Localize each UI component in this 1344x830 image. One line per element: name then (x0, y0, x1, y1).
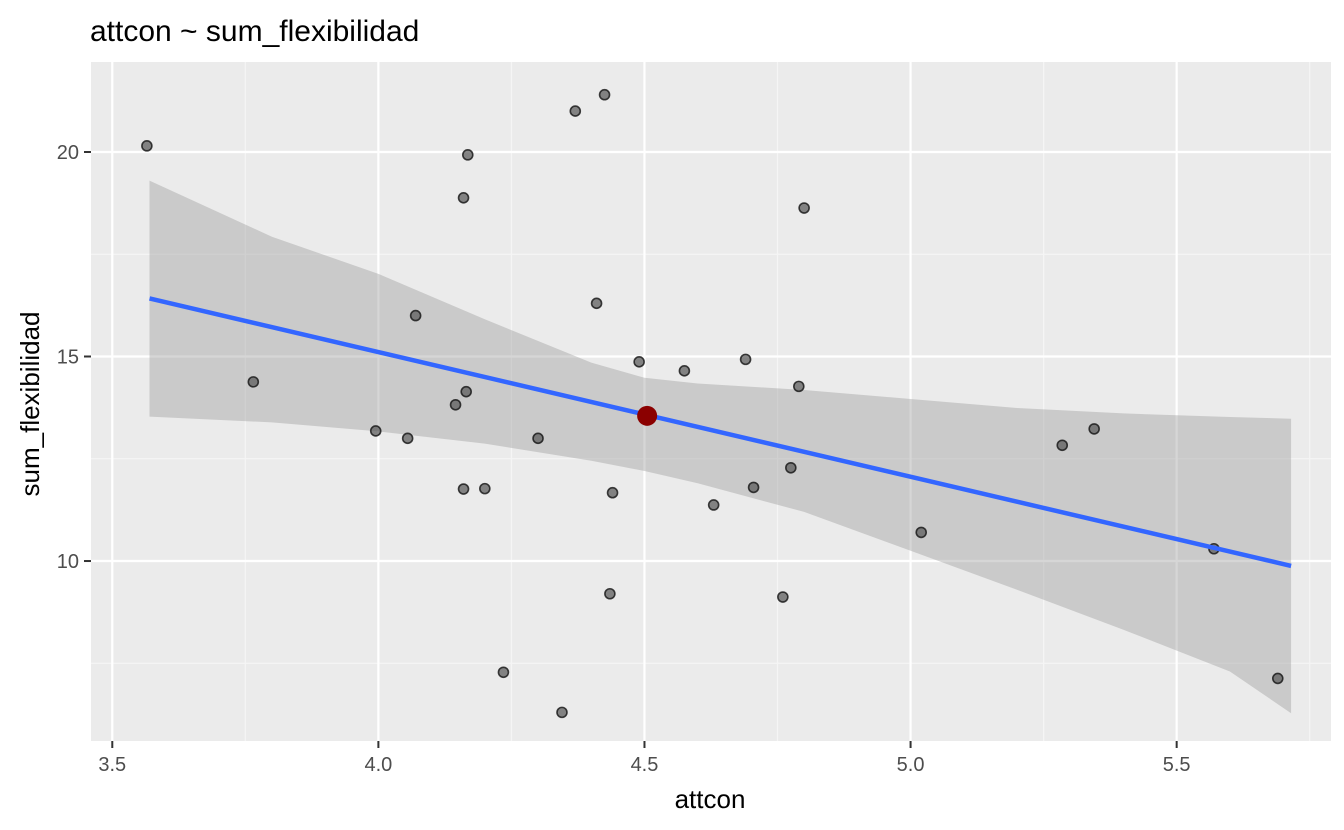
x-tick-label: 4.5 (631, 754, 659, 776)
data-point (777, 591, 789, 603)
y-tick-label: 15 (57, 347, 79, 369)
data-point (798, 202, 810, 214)
data-point (569, 105, 582, 117)
x-axis-ticks: 3.5 4.0 4.5 5.0 5.5 (98, 741, 1191, 776)
data-points (141, 88, 1284, 719)
x-axis-title: attcon (675, 784, 746, 814)
data-point (369, 425, 382, 437)
mean-point (637, 405, 658, 426)
data-point (633, 356, 645, 368)
data-point (785, 461, 797, 474)
data-point (461, 149, 474, 161)
major-gridlines (91, 62, 1331, 741)
minor-gridlines (91, 62, 1331, 741)
plot-panel (91, 62, 1331, 741)
data-point (793, 380, 805, 393)
data-point (497, 666, 510, 679)
confidence-band (149, 180, 1292, 714)
data-point (532, 432, 544, 445)
data-point (457, 192, 470, 204)
data-point (1088, 423, 1100, 435)
y-axis-title: sum_flexibilidad (15, 312, 45, 497)
data-point (590, 297, 603, 310)
data-point (1056, 439, 1069, 452)
data-point (409, 309, 422, 322)
data-point (141, 140, 153, 152)
data-point (915, 526, 928, 539)
data-point (606, 486, 619, 499)
data-point (678, 365, 691, 377)
data-point (247, 376, 260, 388)
data-point (460, 385, 472, 398)
x-tick-label: 3.5 (98, 754, 126, 776)
x-tick-label: 4.0 (364, 754, 392, 776)
chart-title: attcon ~ sum_flexibilidad (90, 15, 419, 48)
data-point (479, 482, 491, 495)
regression-line (149, 296, 1292, 569)
data-point (449, 398, 462, 411)
y-tick-label: 10 (57, 551, 79, 573)
data-point (739, 353, 752, 366)
data-point (707, 499, 720, 511)
x-tick-label: 5.5 (1163, 754, 1191, 776)
data-point (598, 88, 611, 101)
data-point (457, 483, 470, 495)
y-axis-ticks: 10 15 20 (57, 142, 91, 573)
data-point (1271, 672, 1284, 685)
y-tick-label: 20 (57, 142, 79, 164)
x-tick-label: 5.0 (897, 754, 925, 776)
data-point (556, 706, 568, 719)
data-point (604, 587, 616, 600)
data-point (401, 432, 414, 445)
data-point (747, 481, 760, 494)
